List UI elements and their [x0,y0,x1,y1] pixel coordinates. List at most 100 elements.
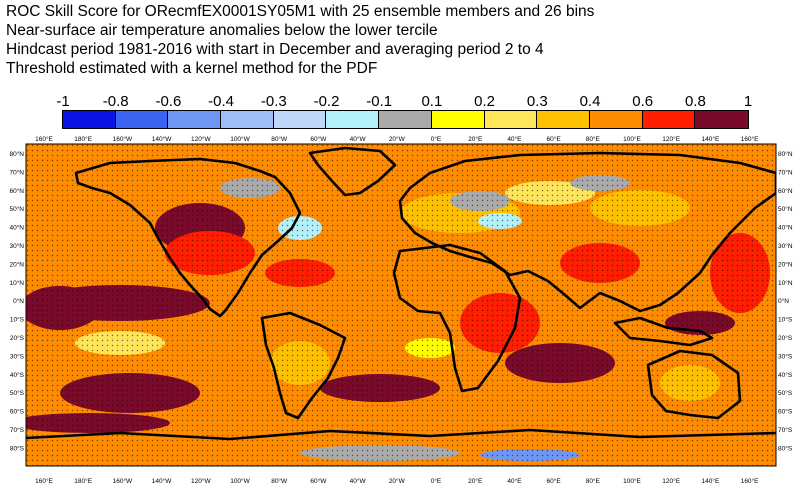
colorbar-swatch [273,111,327,128]
lon-label-top: 140°E [702,135,720,143]
lon-label-top: 0°E [431,135,442,143]
lon-label-bottom: 60°E [547,477,562,485]
colorbar-swatch [431,111,485,128]
lat-label-left: 60°S [10,408,25,416]
colorbar-tick-label: -0.3 [260,93,287,110]
colorbar-swatch [221,111,274,128]
lon-label-bottom: 180°E [74,477,92,485]
lon-label-top: 60°E [547,135,562,143]
colorbar-swatch [484,111,538,128]
colorbar-swatch [63,111,116,128]
lat-label-left: 0°N [13,297,24,305]
lat-label-right: 50°N [778,205,793,213]
lat-label-left: 50°S [10,389,25,397]
lon-label-bottom: 80°W [271,477,288,485]
lon-label-top: 60°W [310,135,327,143]
coastlines [26,146,776,441]
colorbar-swatch [589,111,643,128]
lon-label-top: 180°E [74,135,92,143]
lon-label-bottom: 100°E [623,477,641,485]
lon-label-top: 160°E [35,135,53,143]
lon-label-top: 140°W [152,135,172,143]
lon-label-bottom: 20°E [468,477,483,485]
colorbar-tick-label: -0.6 [155,93,182,110]
lat-label-left: 20°S [10,334,25,342]
colorbar-tick-label: 0.8 [684,93,706,110]
colorbar-tick-label: 1 [743,93,753,110]
lat-label-right: 0°N [778,297,789,305]
lon-label-bottom: 100°W [230,477,250,485]
lon-label-top: 40°W [350,135,367,143]
map-frame [25,143,777,467]
lat-label-right: 20°N [778,260,793,268]
lon-label-top: 80°W [271,135,288,143]
colorbar-swatch [168,111,222,128]
lon-label-bottom: 160°E [741,477,759,485]
coastline-greenland [308,146,397,197]
lat-label-right: 80°N [778,150,793,158]
colorbar-swatch [642,111,696,128]
map-panel: 160°E 180°E 160°W 140°W 120°W 100°W 80°W 60°W 40… [0,133,802,487]
lon-label-bottom: 40°E [507,477,522,485]
lon-label-top: 100°E [623,135,641,143]
lon-label-bottom: 60°W [310,477,327,485]
lon-label-top: 160°E [741,135,759,143]
lat-label-right: 10°S [778,316,793,324]
lat-label-left: 70°N [9,168,24,176]
colorbar-tick-label: 0.4 [579,93,601,110]
lon-labels-top: 160°E 180°E 160°W 140°W 120°W 100°W 80°W 60°W 40… [35,135,759,143]
colorbar-swatch [115,111,169,128]
significance-stipple [26,144,776,466]
coastline-eurasia [398,151,776,313]
lat-label-right: 40°S [778,371,793,379]
colorbar-labels: -1 -0.8 -0.6 -0.4 -0.3 -0.2 -0.1 0.1 0.2 0.3 0.4 0.… [0,93,802,111]
lat-label-left: 40°S [10,371,25,379]
title-line-1: ROC Skill Score for ORecmfEX0001SY05M1 w… [6,3,595,20]
coastline-south-america [260,311,347,420]
lat-label-left: 10°N [9,279,24,287]
lat-labels-right: 80°N 70°N 60°N 50°N 40°N 30°N 20°N 10°N 0°N 10°S 2… [778,150,793,452]
colorbar-swatch [537,111,590,128]
coastline-north-america [74,157,302,318]
colorbar-tick-label: -0.4 [208,93,235,110]
lat-label-right: 10°N [778,279,793,287]
lat-label-left: 80°N [9,150,24,158]
lat-label-left: 10°S [10,316,25,324]
lat-label-right: 30°S [778,352,793,360]
colorbar-tick-label: -0.2 [313,93,340,110]
coastline-africa [392,243,522,393]
lat-label-right: 80°S [778,444,793,452]
lon-label-bottom: 140°E [702,477,720,485]
title-block: ROC Skill Score for ORecmfEX0001SY05M1 w… [6,2,594,78]
lon-label-bottom: 80°E [586,477,601,485]
lon-label-top: 20°E [468,135,483,143]
lon-label-bottom: 0°E [431,477,442,485]
lat-labels-left: 80°N 70°N 60°N 50°N 40°N 30°N 20°N 10°N 0°N 10°S 2… [9,150,24,452]
colorbar-tick-label: 0.2 [474,93,496,110]
lon-label-top: 80°E [586,135,601,143]
lon-label-top: 160°W [113,135,133,143]
lon-labels-bottom: 160°E 180°E 160°W 140°W 120°W 100°W 80°W 60°W 40… [35,477,759,485]
lat-label-right: 50°S [778,389,793,397]
title-line-4: Threshold estimated with a kernel method… [6,60,378,77]
lat-label-right: 70°S [778,426,793,434]
lat-label-left: 50°N [9,205,24,213]
lat-label-left: 60°N [9,187,24,195]
lat-label-right: 70°N [778,168,793,176]
lon-label-bottom: 160°E [35,477,53,485]
lon-label-top: 120°E [662,135,680,143]
coastline-antarctica [26,428,776,441]
colorbar-swatch [379,111,432,128]
lat-label-left: 80°S [10,444,25,452]
colorbar-tick-label: 0.3 [526,93,548,110]
colorbar-tick-label: 0.1 [421,93,443,110]
lat-label-right: 20°S [778,334,793,342]
lat-label-right: 60°S [778,408,793,416]
title-line-3: Hindcast period 1981-2016 with start in … [6,41,544,58]
lon-label-top: 100°W [230,135,250,143]
title-line-2: Near-surface air temperature anomalies b… [6,22,438,39]
lon-label-top: 20°W [389,135,406,143]
colorbar-tick-label: 0.6 [632,93,654,110]
lat-label-right: 60°N [778,187,793,195]
lat-label-right: 30°N [778,242,793,250]
